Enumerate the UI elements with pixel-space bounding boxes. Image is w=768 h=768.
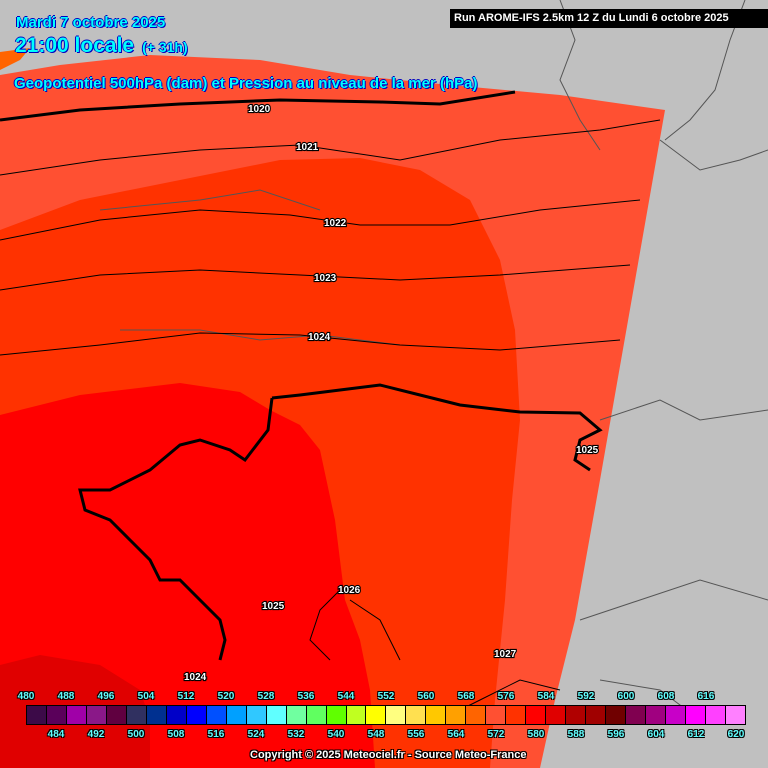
coastline [0, 90, 603, 661]
isobar-label: 1021 [296, 142, 319, 153]
color-legend [26, 705, 746, 725]
legend-swatch [446, 706, 467, 724]
forecast-time: 21:00 locale (+ 31h) [15, 34, 188, 58]
legend-swatch [366, 706, 387, 724]
isobar-label: 1025 [576, 445, 599, 456]
legend-value: 560 [417, 691, 435, 702]
legend-value: 600 [617, 691, 635, 702]
legend-value: 616 [697, 691, 715, 702]
isobar-label: 1025 [262, 601, 285, 612]
legend-swatch [666, 706, 686, 724]
legend-swatch [586, 706, 607, 724]
legend-value: 532 [287, 729, 305, 740]
legend-swatch [646, 706, 666, 724]
legend-swatch [606, 706, 627, 724]
legend-value: 596 [607, 729, 625, 740]
legend-swatch [685, 706, 706, 724]
legend-swatch [705, 706, 726, 724]
legend-value: 564 [447, 729, 465, 740]
run-info: Run AROME-IFS 2.5km 12 Z du Lundi 6 octo… [450, 9, 768, 28]
legend-swatch [66, 706, 87, 724]
isobar-label: 1026 [338, 585, 361, 596]
legend-value: 508 [167, 729, 185, 740]
isobar-labels: 1020 1021 1022 1023 1024 1025 1025 1026 … [183, 103, 600, 684]
legend-swatch [626, 706, 647, 724]
isobar-label: 1022 [324, 218, 347, 229]
forecast-date: Mardi 7 octobre 2025 [16, 14, 166, 31]
legend-value: 504 [137, 691, 155, 702]
legend-swatch [566, 706, 587, 724]
legend-value: 620 [727, 729, 745, 740]
legend-swatch [426, 706, 447, 724]
legend-swatch [306, 706, 327, 724]
legend-value: 484 [47, 729, 65, 740]
isobar-label: 1020 [248, 104, 271, 115]
copyright: Copyright © 2025 Meteociel.fr - Source M… [250, 749, 527, 761]
isobar-label: 1027 [494, 649, 517, 660]
legend-swatch [86, 706, 107, 724]
legend-value: 520 [217, 691, 235, 702]
legend-value: 536 [297, 691, 315, 702]
legend-swatch [506, 706, 527, 724]
isobar-label: 1024 [184, 672, 207, 683]
legend-value: 568 [457, 691, 475, 702]
legend-value: 488 [57, 691, 75, 702]
legend-value: 492 [87, 729, 105, 740]
legend-value: 540 [327, 729, 345, 740]
legend-value: 480 [17, 691, 35, 702]
legend-swatch [186, 706, 207, 724]
legend-value: 516 [207, 729, 225, 740]
legend-value: 584 [537, 691, 555, 702]
legend-value: 548 [367, 729, 385, 740]
legend-swatch [246, 706, 267, 724]
legend-value: 500 [127, 729, 145, 740]
legend-swatch [146, 706, 167, 724]
isobar-label: 1024 [308, 332, 331, 343]
legend-value: 512 [177, 691, 195, 702]
legend-value: 612 [687, 729, 705, 740]
legend-swatch [466, 706, 487, 724]
legend-swatch [166, 706, 187, 724]
legend-value: 588 [567, 729, 585, 740]
legend-value: 580 [527, 729, 545, 740]
legend-value: 552 [377, 691, 395, 702]
legend-swatch [326, 706, 347, 724]
legend-value: 544 [337, 691, 355, 702]
legend-swatch [46, 706, 67, 724]
legend-value: 604 [647, 729, 665, 740]
legend-swatch [386, 706, 407, 724]
legend-value: 496 [97, 691, 115, 702]
legend-swatch [27, 706, 47, 724]
legend-swatch [526, 706, 547, 724]
legend-value: 592 [577, 691, 595, 702]
legend-value: 528 [257, 691, 275, 702]
legend-value: 608 [657, 691, 675, 702]
legend-swatch [126, 706, 147, 724]
legend-swatch [106, 706, 127, 724]
legend-swatch [346, 706, 367, 724]
legend-value: 572 [487, 729, 505, 740]
isobars [0, 119, 661, 721]
forecast-time-value: 21:00 locale [15, 34, 135, 57]
geopotential-zone-568 [0, 48, 30, 70]
legend-value: 556 [407, 729, 425, 740]
legend-value: 576 [497, 691, 515, 702]
legend-swatch [226, 706, 247, 724]
forecast-lead: (+ 31h) [142, 39, 188, 55]
map-subtitle: Geopotentiel 500hPa (dam) et Pression au… [14, 75, 478, 92]
legend-swatch [725, 706, 745, 724]
legend-swatch [406, 706, 427, 724]
legend-swatch [266, 706, 287, 724]
legend-swatch [546, 706, 567, 724]
legend-swatch [486, 706, 507, 724]
legend-value: 524 [247, 729, 265, 740]
legend-swatch [206, 706, 227, 724]
legend-swatch [286, 706, 307, 724]
isobar-label: 1023 [314, 273, 337, 284]
